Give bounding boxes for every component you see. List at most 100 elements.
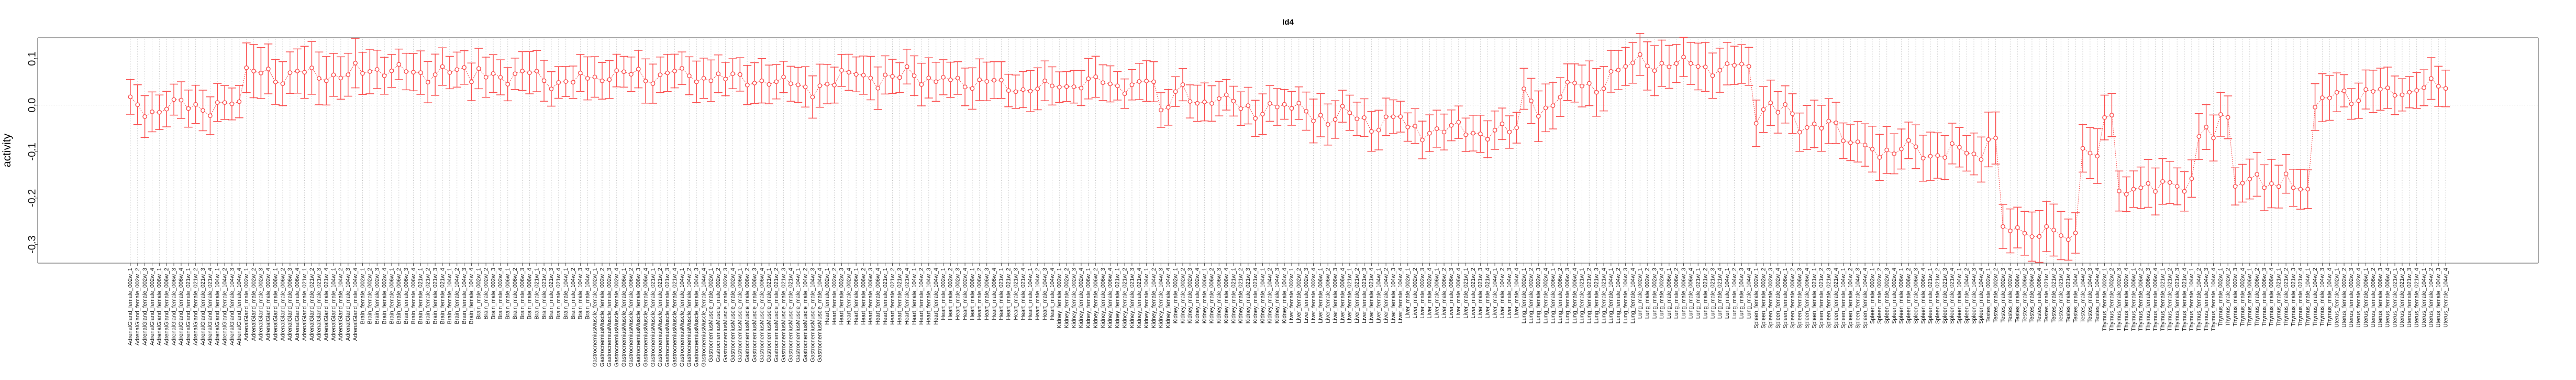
svg-text:Lung_female_104w_3: Lung_female_104w_3 (1623, 268, 1629, 323)
svg-text:Thymus_female_021w_2: Thymus_female_021w_2 (2167, 268, 2173, 331)
svg-text:Kidney_male_002w_3: Kidney_male_002w_3 (1187, 268, 1193, 323)
svg-text:AdrenalGland_female_104w_4: AdrenalGland_female_104w_4 (236, 268, 242, 345)
svg-text:Liver_male_002w_1: Liver_male_002w_1 (1405, 268, 1411, 319)
svg-text:Uterus_female_104w_1: Uterus_female_104w_1 (2421, 268, 2427, 328)
svg-text:Liver_male_104w_4: Liver_male_104w_4 (1514, 268, 1520, 319)
svg-text:Spleen_female_006w_1: Spleen_female_006w_1 (1782, 268, 1789, 329)
svg-text:GastrocnemiusMuscle_female_002: GastrocnemiusMuscle_female_002w_1 (592, 268, 598, 367)
svg-text:Spleen_female_104w_3: Spleen_female_104w_3 (1855, 268, 1861, 329)
svg-text:AdrenalGland_male_002w_4: AdrenalGland_male_002w_4 (265, 268, 272, 341)
svg-text:Kidney_female_021w_3: Kidney_female_021w_3 (1129, 268, 1135, 328)
svg-text:Heart_female_006w_4: Heart_female_006w_4 (875, 268, 881, 325)
svg-text:Brain_female_006w_1: Brain_female_006w_1 (388, 268, 395, 324)
svg-text:Thymus_male_021w_3: Thymus_male_021w_3 (2290, 268, 2296, 327)
svg-text:GastrocnemiusMuscle_female_104: GastrocnemiusMuscle_female_104w_1 (679, 268, 685, 367)
svg-text:Kidney_male_021w_2: Kidney_male_021w_2 (1238, 268, 1244, 323)
svg-text:Spleen_male_002w_1: Spleen_male_002w_1 (1869, 268, 1875, 324)
svg-text:Thymus_male_104w_3: Thymus_male_104w_3 (2319, 268, 2326, 327)
svg-text:Uterus_female_006w_3: Uterus_female_006w_3 (2378, 268, 2384, 328)
svg-text:Liver_male_002w_3: Liver_male_002w_3 (1419, 268, 1426, 319)
svg-text:Spleen_male_002w_2: Spleen_male_002w_2 (1877, 268, 1883, 324)
svg-text:Heart_female_021w_3: Heart_female_021w_3 (897, 268, 903, 325)
svg-text:AdrenalGland_male_021w_3: AdrenalGland_male_021w_3 (316, 268, 323, 341)
svg-text:Heart_male_002w_1: Heart_male_002w_1 (940, 268, 947, 320)
svg-text:Liver_male_006w_4: Liver_male_006w_4 (1456, 268, 1462, 319)
svg-text:GastrocnemiusMuscle_male_021w_: GastrocnemiusMuscle_male_021w_2 (773, 268, 780, 362)
svg-text:Spleen_female_002w_2: Spleen_female_002w_2 (1760, 268, 1767, 329)
svg-text:GastrocnemiusMuscle_male_104w_: GastrocnemiusMuscle_male_104w_4 (817, 268, 823, 362)
svg-text:Liver_female_002w_3: Liver_female_002w_3 (1303, 268, 1309, 323)
svg-text:GastrocnemiusMuscle_male_002w_: GastrocnemiusMuscle_male_002w_2 (715, 268, 721, 362)
svg-text:Brain_female_002w_1: Brain_female_002w_1 (360, 268, 366, 324)
svg-text:Brain_male_006w_4: Brain_male_006w_4 (527, 268, 533, 319)
svg-text:Thymus_male_002w_1: Thymus_male_002w_1 (2218, 268, 2224, 327)
svg-text:Testes_male_002w_2: Testes_male_002w_2 (1993, 268, 1999, 322)
svg-text:Thymus_female_002w_3: Thymus_female_002w_3 (2116, 268, 2123, 331)
svg-text:Liver_female_104w_4: Liver_female_104w_4 (1397, 268, 1404, 323)
svg-text:GastrocnemiusMuscle_female_002: GastrocnemiusMuscle_female_002w_4 (614, 268, 620, 367)
svg-text:Lung_male_104w_1: Lung_male_104w_1 (1724, 268, 1730, 319)
svg-text:Lung_female_021w_2: Lung_female_021w_2 (1586, 268, 1593, 323)
svg-text:Spleen_male_021w_2: Spleen_male_021w_2 (1935, 268, 1941, 324)
svg-text:Kidney_female_021w_4: Kidney_female_021w_4 (1136, 268, 1142, 328)
svg-text:AdrenalGland_female_006w_3: AdrenalGland_female_006w_3 (171, 268, 177, 345)
svg-text:Testes_male_104w_3: Testes_male_104w_3 (2087, 268, 2093, 322)
svg-text:Thymus_male_002w_2: Thymus_male_002w_2 (2225, 268, 2231, 327)
svg-text:AdrenalGland_male_006w_1: AdrenalGland_male_006w_1 (272, 268, 279, 341)
svg-text:GastrocnemiusMuscle_male_021w_: GastrocnemiusMuscle_male_021w_3 (781, 268, 787, 362)
svg-text:Heart_female_104w_3: Heart_female_104w_3 (926, 268, 932, 325)
svg-text:GastrocnemiusMuscle_female_104: GastrocnemiusMuscle_female_104w_4 (701, 268, 707, 367)
svg-text:AdrenalGland_female_104w_1: AdrenalGland_female_104w_1 (215, 268, 221, 345)
svg-text:Heart_male_006w_1: Heart_male_006w_1 (969, 268, 975, 320)
svg-text:Liver_female_006w_3: Liver_female_006w_3 (1332, 268, 1338, 323)
svg-text:Lung_female_002w_1: Lung_female_002w_1 (1521, 268, 1527, 323)
svg-text:Testes_male_021w_1: Testes_male_021w_1 (2044, 268, 2050, 322)
svg-text:Brain_female_021w_3: Brain_female_021w_3 (432, 268, 438, 324)
svg-text:GastrocnemiusMuscle_female_021: GastrocnemiusMuscle_female_021w_3 (664, 268, 671, 367)
svg-text:Heart_female_021w_1: Heart_female_021w_1 (882, 268, 889, 325)
svg-text:Thymus_female_002w_2: Thymus_female_002w_2 (2109, 268, 2115, 331)
svg-text:Heart_female_006w_2: Heart_female_006w_2 (860, 268, 867, 325)
svg-text:0.0: 0.0 (26, 98, 38, 113)
svg-text:AdrenalGland_male_021w_4: AdrenalGland_male_021w_4 (323, 268, 329, 341)
svg-text:Spleen_male_006w_2: Spleen_male_006w_2 (1906, 268, 1912, 324)
svg-text:Spleen_female_021w_3: Spleen_female_021w_3 (1826, 268, 1832, 329)
svg-text:Testes_male_021w_3: Testes_male_021w_3 (2058, 268, 2064, 322)
svg-text:GastrocnemiusMuscle_male_021w_: GastrocnemiusMuscle_male_021w_4 (788, 268, 794, 362)
svg-text:Kidney_female_104w_1: Kidney_female_104w_1 (1143, 268, 1150, 328)
svg-text:Kidney_female_002w_4: Kidney_female_002w_4 (1078, 268, 1084, 328)
svg-text:Uterus_female_002w_1: Uterus_female_002w_1 (2334, 268, 2340, 328)
svg-text:AdrenalGland_female_006w_1: AdrenalGland_female_006w_1 (157, 268, 163, 345)
svg-text:AdrenalGland_female_021w_1: AdrenalGland_female_021w_1 (185, 268, 192, 345)
svg-text:Thymus_female_021w_3: Thymus_female_021w_3 (2174, 268, 2180, 331)
svg-text:Heart_female_104w_2: Heart_female_104w_2 (918, 268, 925, 325)
svg-text:Liver_female_021w_1: Liver_female_021w_1 (1347, 268, 1353, 323)
svg-text:Liver_female_002w_2: Liver_female_002w_2 (1296, 268, 1302, 323)
svg-text:Heart_male_006w_3: Heart_male_006w_3 (984, 268, 990, 320)
svg-text:Heart_female_002w_2: Heart_female_002w_2 (831, 268, 838, 325)
svg-text:Heart_male_021w_2: Heart_male_021w_2 (1006, 268, 1012, 320)
svg-text:AdrenalGland_female_002w_3: AdrenalGland_female_002w_3 (142, 268, 148, 345)
svg-text:Lung_female_021w_3: Lung_female_021w_3 (1593, 268, 1600, 323)
svg-text:Spleen_male_006w_4: Spleen_male_006w_4 (1920, 268, 1926, 324)
svg-text:Liver_male_104w_3: Liver_male_104w_3 (1506, 268, 1513, 319)
svg-text:Thymus_female_006w_3: Thymus_female_006w_3 (2145, 268, 2151, 331)
svg-text:Spleen_female_006w_4: Spleen_female_006w_4 (1804, 268, 1810, 329)
svg-text:Heart_female_002w_3: Heart_female_002w_3 (839, 268, 845, 325)
svg-text:AdrenalGland_male_002w_1: AdrenalGland_male_002w_1 (243, 268, 250, 341)
svg-text:Heart_male_002w_4: Heart_male_002w_4 (962, 268, 968, 320)
svg-text:Kidney_male_104w_1: Kidney_male_104w_1 (1260, 268, 1266, 323)
svg-text:GastrocnemiusMuscle_male_002w_: GastrocnemiusMuscle_male_002w_4 (730, 268, 736, 362)
svg-text:Kidney_female_021w_1: Kidney_female_021w_1 (1115, 268, 1121, 328)
svg-text:GastrocnemiusMuscle_male_104w_: GastrocnemiusMuscle_male_104w_1 (795, 268, 802, 362)
svg-text:Liver_male_002w_4: Liver_male_002w_4 (1427, 268, 1433, 319)
svg-text:Lung_male_002w_3: Lung_male_002w_3 (1651, 268, 1658, 319)
svg-text:Testes_male_006w_4: Testes_male_006w_4 (2036, 268, 2042, 322)
svg-text:Heart_male_021w_4: Heart_male_021w_4 (1020, 268, 1026, 320)
svg-text:Spleen_female_021w_4: Spleen_female_021w_4 (1833, 268, 1839, 329)
svg-text:Testes_male_002w_1: Testes_male_002w_1 (1985, 268, 1992, 322)
svg-text:Thymus_male_002w_3: Thymus_male_002w_3 (2232, 268, 2238, 327)
svg-text:Lung_male_006w_4: Lung_male_006w_4 (1688, 268, 1694, 319)
svg-text:Heart_female_021w_4: Heart_female_021w_4 (904, 268, 911, 325)
svg-text:AdrenalGland_male_021w_1: AdrenalGland_male_021w_1 (302, 268, 308, 341)
